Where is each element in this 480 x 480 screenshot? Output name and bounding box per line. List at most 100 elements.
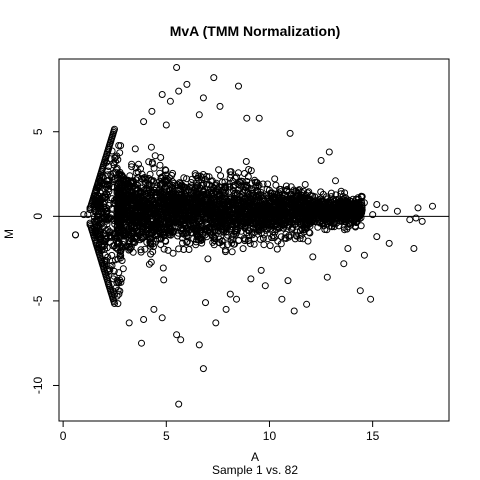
data-point <box>122 180 130 188</box>
data-point <box>96 227 104 235</box>
data-point <box>356 287 364 295</box>
data-point <box>304 237 312 245</box>
data-point <box>281 234 289 242</box>
data-point <box>211 223 219 230</box>
data-point <box>228 248 236 256</box>
data-point <box>233 198 241 206</box>
data-point <box>159 219 167 227</box>
data-point <box>295 186 303 194</box>
data-point <box>297 193 305 201</box>
data-point <box>256 235 264 243</box>
data-point <box>249 219 257 227</box>
data-point <box>86 204 94 212</box>
x-tick-label: 0 <box>60 429 67 443</box>
data-point <box>99 237 107 245</box>
data-point <box>140 316 148 323</box>
data-point <box>129 248 137 256</box>
data-point <box>318 197 326 205</box>
data-point <box>301 204 309 212</box>
data-point <box>280 222 288 230</box>
data-point <box>218 237 226 245</box>
data-point <box>303 300 311 308</box>
data-point <box>153 225 161 233</box>
data-point <box>103 220 111 228</box>
data-point <box>222 305 230 313</box>
data-point <box>125 319 133 327</box>
data-point <box>429 202 436 210</box>
data-point <box>414 204 422 212</box>
data-point <box>147 250 155 258</box>
data-point <box>290 307 298 315</box>
data-point <box>241 224 249 232</box>
data-point <box>282 208 290 216</box>
data-point <box>150 305 158 313</box>
data-point <box>202 299 209 307</box>
data-point <box>167 206 175 214</box>
data-point <box>175 245 183 253</box>
data-point <box>231 228 239 236</box>
data-point <box>286 129 294 137</box>
data-point <box>173 64 181 71</box>
data-point <box>241 170 248 177</box>
data-point <box>169 169 177 177</box>
y-tick-label: -5 <box>31 295 45 306</box>
data-point <box>244 183 252 191</box>
data-point <box>344 212 352 220</box>
data-point <box>271 175 279 183</box>
data-point <box>305 228 313 236</box>
data-point <box>358 206 366 214</box>
data-point <box>211 231 219 239</box>
data-point <box>169 249 177 257</box>
x-axis-label: A <box>251 450 259 464</box>
data-point <box>233 295 240 303</box>
data-point <box>217 221 224 229</box>
data-point <box>145 260 153 268</box>
data-point <box>156 219 164 227</box>
data-point <box>222 189 230 197</box>
data-point <box>119 265 127 273</box>
data-point <box>93 187 101 195</box>
data-point <box>278 205 286 212</box>
data-point <box>179 239 186 247</box>
data-point <box>215 195 223 203</box>
chart-title: MvA (TMM Normalization) <box>170 23 341 39</box>
data-point <box>326 206 334 214</box>
data-point <box>303 202 311 209</box>
data-point <box>114 300 122 308</box>
data-point <box>253 179 261 187</box>
data-point <box>308 211 316 219</box>
data-point <box>229 236 237 244</box>
data-point <box>128 160 136 168</box>
data-point <box>245 198 253 206</box>
data-point <box>199 171 207 178</box>
data-point <box>277 197 285 205</box>
data-point <box>235 185 243 193</box>
data-point <box>258 201 266 209</box>
data-point <box>341 226 348 234</box>
data-point <box>125 237 133 245</box>
data-point <box>223 225 231 233</box>
data-point <box>151 152 159 160</box>
data-point <box>101 214 109 222</box>
x-tick-label: 10 <box>263 429 277 443</box>
data-point <box>111 125 118 133</box>
data-point <box>344 217 352 225</box>
x-tick-label: 15 <box>366 429 380 443</box>
data-point <box>147 235 155 243</box>
data-point <box>214 185 222 193</box>
data-point <box>289 194 297 202</box>
data-point <box>108 173 116 181</box>
data-point <box>175 400 183 408</box>
data-point <box>117 142 125 150</box>
data-point <box>203 189 211 197</box>
data-point <box>115 269 123 277</box>
data-point <box>266 200 274 208</box>
data-point <box>217 172 225 180</box>
data-point <box>200 179 208 187</box>
data-point <box>116 276 124 284</box>
data-point <box>105 215 113 223</box>
data-point <box>248 228 256 236</box>
data-point <box>250 210 258 218</box>
data-point <box>192 238 200 246</box>
data-point <box>122 242 130 250</box>
